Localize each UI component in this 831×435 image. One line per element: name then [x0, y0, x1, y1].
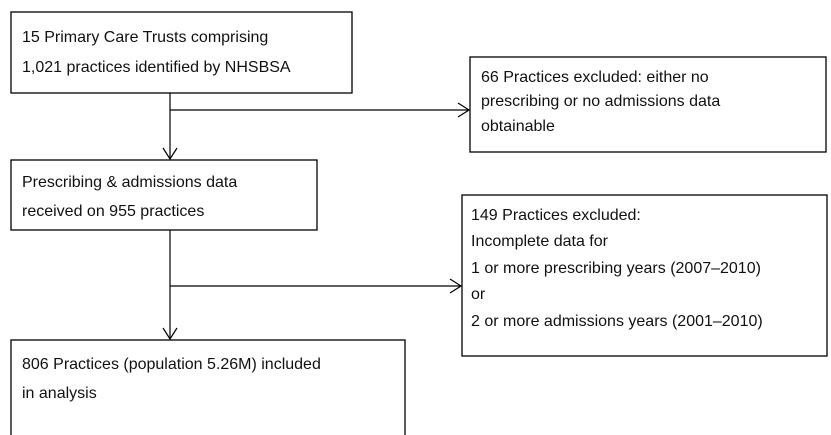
box-text: in analysis	[22, 385, 97, 402]
box-text: Prescribing & admissions data	[22, 174, 237, 191]
box-text: 149 Practices excluded:	[471, 207, 641, 224]
connectors	[162, 93, 471, 341]
box-text: 15 Primary Care Trusts comprising	[22, 29, 268, 46]
arrowhead	[162, 147, 178, 161]
box-text: 806 Practices (population 5.26M) include…	[22, 356, 321, 373]
box-text: or	[471, 286, 486, 303]
arrowhead	[449, 278, 463, 294]
box-text: 1,021 practices identified by NHSBSA	[22, 59, 291, 76]
box-text: 66 Practices excluded: either no	[481, 69, 709, 86]
box-text: received on 955 practices	[22, 203, 204, 220]
arrowhead	[457, 102, 471, 118]
box-text: obtainable	[481, 118, 555, 135]
box	[461, 194, 828, 357]
labels: 15 Primary Care Trusts comprising 1,021 p…	[22, 29, 763, 402]
box-text: prescribing or no admissions data	[481, 93, 720, 110]
box	[10, 11, 353, 94]
box-text: Incomplete data for	[471, 233, 609, 250]
box	[10, 159, 318, 231]
box-text: 2 or more admissions years (2001–2010)	[471, 313, 763, 330]
box	[469, 56, 827, 153]
arrowhead	[162, 327, 178, 341]
box	[10, 339, 406, 435]
box-text: 1 or more prescribing years (2007–2010)	[471, 260, 761, 277]
